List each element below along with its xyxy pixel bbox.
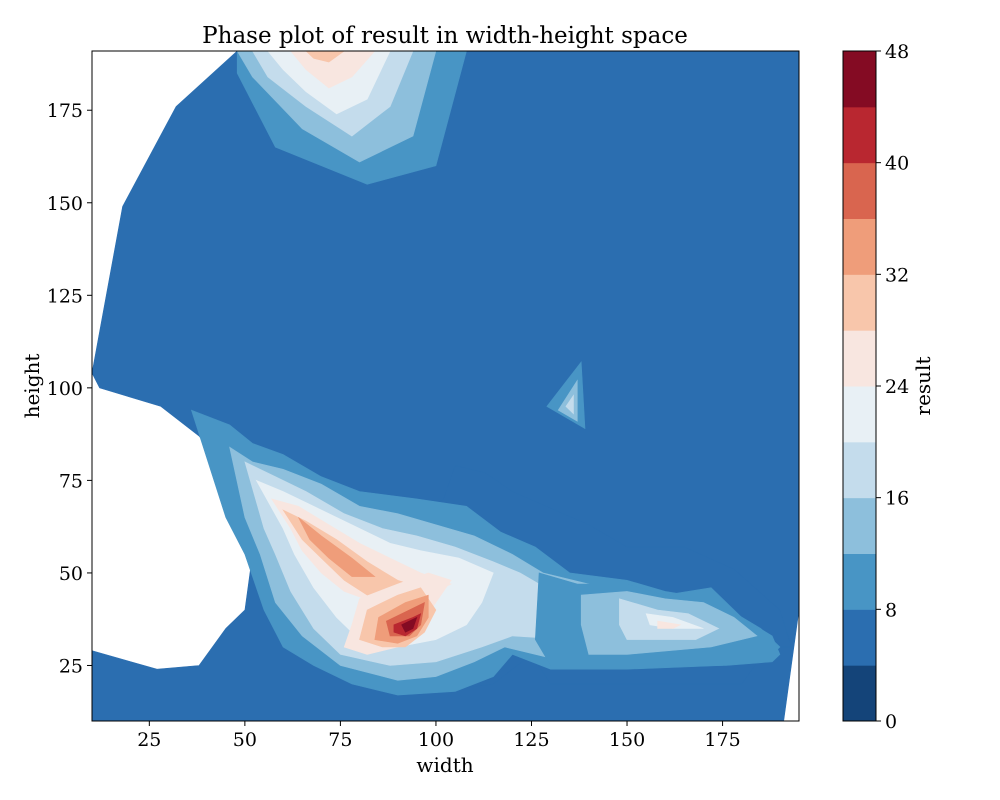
colorbar-ticks: 0 8 16 24 32 40 48 (876, 41, 909, 733)
contour-region (657, 620, 682, 629)
colorbar-band (843, 441, 876, 499)
colorbar-band (843, 106, 876, 164)
contour-regions (92, 51, 799, 721)
x-axis-label: width (416, 753, 473, 777)
x-tick-label: 100 (418, 729, 454, 751)
contour-region (565, 394, 574, 415)
x-tick-label: 175 (704, 729, 740, 751)
x-tick-label: 50 (233, 729, 257, 751)
colorbar-band (843, 51, 876, 108)
y-axis-label: height (20, 354, 44, 419)
x-axis: 25 50 75 100 125 150 175 (137, 721, 741, 751)
x-tick-label: 75 (328, 729, 352, 751)
y-tick-label: 150 (47, 193, 83, 215)
x-tick-label: 150 (609, 729, 645, 751)
colorbar-band (843, 609, 876, 666)
y-tick-label: 175 (47, 100, 83, 122)
colorbar-band (843, 386, 876, 443)
y-tick-label: 75 (59, 470, 83, 492)
colorbar (842, 50, 877, 722)
colorbar-label: result (911, 357, 935, 416)
plot-frame (91, 50, 800, 722)
y-tick-label: 100 (47, 378, 83, 400)
contour-region (298, 517, 376, 577)
y-tick-label: 50 (59, 563, 83, 585)
chart-title: Phase plot of result in width-height spa… (202, 23, 688, 49)
y-tick-label: 25 (59, 655, 83, 677)
colorbar-tick-label: 40 (885, 153, 909, 175)
colorbar-tick-label: 0 (885, 711, 897, 733)
y-tick-label: 125 (47, 285, 83, 307)
colorbar-tick-label: 8 (885, 599, 897, 621)
colorbar-tick-label: 24 (885, 376, 909, 398)
colorbar-band (843, 330, 876, 387)
colorbar-tick-label: 32 (885, 264, 909, 286)
colorbar-band (843, 553, 876, 610)
colorbar-band (843, 497, 876, 554)
colorbar-band (843, 218, 876, 275)
contour-region (305, 51, 345, 63)
y-axis: 25 50 75 100 125 150 175 (47, 100, 92, 677)
contour-region (290, 51, 376, 89)
colorbar-band (843, 665, 876, 722)
colorbar-tick-label: 16 (885, 488, 909, 510)
x-tick-label: 125 (513, 729, 549, 751)
colorbar-tick-label: 48 (885, 41, 909, 63)
x-tick-label: 25 (137, 729, 161, 751)
colorbar-band (843, 274, 876, 331)
contour-region (401, 616, 418, 633)
colorbar-band (843, 162, 876, 219)
